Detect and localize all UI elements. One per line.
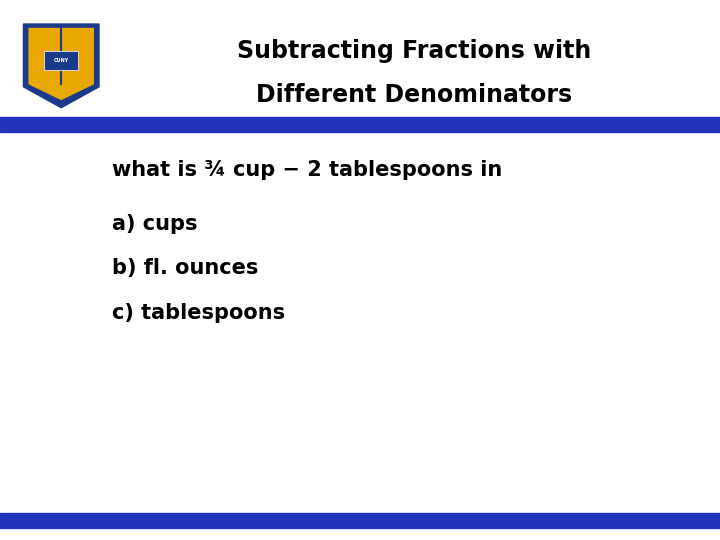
Text: what is ¾ cup − 2 tablespoons in: what is ¾ cup − 2 tablespoons in — [112, 160, 502, 180]
Text: b) fl. ounces: b) fl. ounces — [112, 258, 258, 279]
Bar — [0, 513, 720, 528]
Text: CUNY: CUNY — [53, 58, 69, 63]
Bar — [44, 51, 78, 70]
Bar — [0, 117, 720, 132]
Polygon shape — [29, 28, 94, 100]
Text: Subtracting Fractions with: Subtracting Fractions with — [237, 39, 591, 63]
Text: c) tablespoons: c) tablespoons — [112, 302, 284, 323]
Text: a) cups: a) cups — [112, 214, 197, 234]
Text: Different Denominators: Different Denominators — [256, 83, 572, 106]
Polygon shape — [24, 24, 99, 108]
